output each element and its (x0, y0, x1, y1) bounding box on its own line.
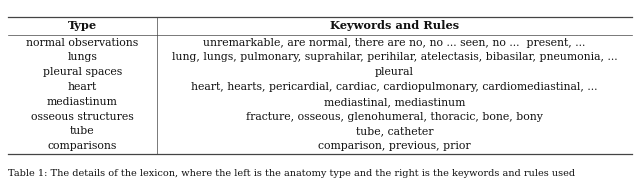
Text: pleural: pleural (375, 67, 414, 77)
Text: osseous structures: osseous structures (31, 112, 134, 122)
Text: comparisons: comparisons (47, 141, 117, 151)
Text: mediastinal, mediastinum: mediastinal, mediastinum (324, 97, 465, 107)
Text: lungs: lungs (67, 52, 97, 62)
Text: heart, hearts, pericardial, cardiac, cardiopulmonary, cardiomediastinal, ...: heart, hearts, pericardial, cardiac, car… (191, 82, 598, 92)
Text: Keywords and Rules: Keywords and Rules (330, 20, 459, 31)
Text: pleural spaces: pleural spaces (43, 67, 122, 77)
Text: lung, lungs, pulmonary, suprahilar, perihilar, atelectasis, bibasilar, pneumonia: lung, lungs, pulmonary, suprahilar, peri… (172, 52, 618, 62)
Text: normal observations: normal observations (26, 38, 138, 48)
Text: heart: heart (68, 82, 97, 92)
Text: mediastinum: mediastinum (47, 97, 118, 107)
Text: tube, catheter: tube, catheter (356, 126, 433, 136)
Text: unremarkable, are normal, there are no, no ... seen, no ...  present, ...: unremarkable, are normal, there are no, … (204, 38, 586, 48)
Text: Table 1: The details of the lexicon, where the left is the anatomy type and the : Table 1: The details of the lexicon, whe… (8, 169, 575, 178)
Text: tube: tube (70, 126, 95, 136)
Text: Type: Type (68, 20, 97, 31)
Text: comparison, previous, prior: comparison, previous, prior (318, 141, 471, 151)
Text: fracture, osseous, glenohumeral, thoracic, bone, bony: fracture, osseous, glenohumeral, thoraci… (246, 112, 543, 122)
